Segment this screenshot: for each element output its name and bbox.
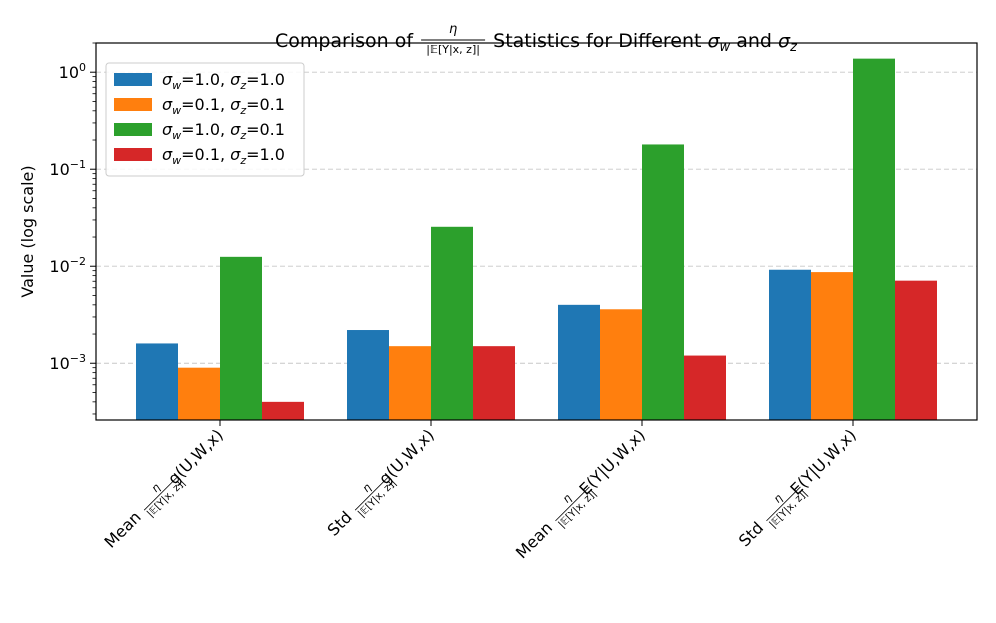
legend-sub-w: w — [172, 79, 181, 92]
legend-sw-value: =0.1, — [181, 95, 230, 114]
bar-3-3 — [642, 144, 684, 420]
legend-label-1: σw=1.0, σz=1.0 — [162, 70, 285, 92]
legend-sigma-z: σ — [230, 70, 241, 89]
legend-sigma-w: σ — [162, 145, 173, 164]
x-tick-label: Mean E(Y|U,W,x)η|𝔼[Y|x, z]| — [512, 425, 649, 562]
legend-sub-z: z — [239, 154, 246, 167]
bar-2-3 — [600, 309, 642, 420]
bar-1-1 — [136, 343, 178, 420]
legend-sigma-w: σ — [162, 95, 173, 114]
legend-sub-z: z — [239, 79, 246, 92]
legend-sz-value: =1.0 — [246, 145, 285, 164]
title-mid: Statistics for Different — [487, 30, 707, 52]
legend-box — [105, 62, 305, 177]
y-tick-exponent: −2 — [70, 255, 86, 268]
title-frac-den: |𝔼[Y|x, z]| — [426, 43, 480, 56]
title-text: Comparison of Statistics for Different σ… — [275, 30, 798, 55]
x-label-frac-bar — [555, 486, 590, 522]
y-tick-exponent: 0 — [79, 61, 86, 74]
legend-sigma-w: σ — [162, 70, 173, 89]
y-tick-exponent: −1 — [70, 158, 86, 171]
bar-3-2 — [431, 226, 473, 420]
legend-sz-value: =1.0 — [246, 70, 285, 89]
y-tick-base: 10 — [59, 63, 79, 82]
x-label-frac-bar — [143, 475, 179, 511]
x-label-frac-bar — [354, 475, 390, 511]
legend-sz-value: =0.1 — [246, 95, 285, 114]
legend-sigma-w: σ — [162, 120, 173, 139]
bar-3-1 — [220, 256, 262, 420]
y-tick-label: 100 — [59, 61, 86, 82]
bar-2-4 — [811, 272, 853, 420]
x-label-text: Std E(Y|U,W,x) — [735, 425, 860, 550]
bar-4-3 — [684, 355, 726, 420]
plot-frame — [95, 42, 978, 421]
legend-sub-z: z — [239, 129, 246, 142]
bar-4-2 — [473, 346, 515, 420]
title-sigma-w: σ — [708, 30, 721, 52]
bar-4-4 — [895, 280, 937, 420]
y-tick-label: 10−2 — [49, 255, 86, 276]
x-label-suffix: g(U,W,x) — [160, 425, 226, 491]
chart-title: Comparison of Statistics for Different σ… — [275, 22, 798, 56]
legend-sub-w: w — [172, 104, 181, 117]
legend-sz-value: =0.1 — [246, 120, 285, 139]
y-tick-base: 10 — [49, 257, 69, 276]
y-tick-label: 10−1 — [49, 158, 86, 179]
legend-sub-w: w — [172, 154, 181, 167]
legend-sw-value: =0.1, — [181, 145, 230, 164]
legend-sw-value: =1.0, — [181, 70, 230, 89]
y-tick-exponent: −3 — [70, 352, 86, 365]
x-label-suffix: E(Y|U,W,x) — [572, 425, 649, 502]
x-tick-label: Std E(Y|U,W,x)η|𝔼[Y|x, z]| — [735, 425, 860, 550]
y-axis-label: Value (log scale) — [18, 165, 37, 297]
y-tick-label: 10−3 — [49, 352, 86, 373]
y-tick-base: 10 — [49, 354, 69, 373]
x-label-text: Mean E(Y|U,W,x) — [512, 425, 649, 562]
bar-1-3 — [558, 304, 600, 420]
bars — [136, 58, 937, 420]
legend-sub-z: z — [239, 104, 246, 117]
legend-label-3: σw=1.0, σz=0.1 — [162, 120, 285, 142]
legend-sub-w: w — [172, 129, 181, 142]
legend-sigma-z: σ — [230, 145, 241, 164]
y-tick-base: 10 — [49, 160, 69, 179]
bar-1-2 — [347, 330, 389, 420]
bar-2-2 — [389, 346, 431, 420]
title-sigma-w-sub: w — [720, 40, 731, 55]
x-label-text: Mean g(U,W,x) — [101, 425, 227, 551]
legend-label-4: σw=0.1, σz=1.0 — [162, 145, 285, 167]
title-sigma-z-sub: z — [789, 40, 798, 55]
bar-3-4 — [853, 58, 895, 420]
x-label-suffix: E(Y|U,W,x) — [783, 425, 860, 502]
bar-4-1 — [262, 401, 304, 420]
x-tick-label: Std g(U,W,x)η|𝔼[Y|x, z]| — [324, 425, 438, 539]
x-label-frac-bar — [766, 486, 801, 522]
title-frac-num: η — [449, 22, 457, 37]
title-prefix: Comparison of — [275, 30, 419, 52]
title-and: and — [730, 30, 778, 52]
x-label-text: Std g(U,W,x) — [324, 425, 438, 539]
legend-swatch-1 — [114, 73, 152, 86]
bar-1-4 — [769, 269, 811, 420]
legend-swatch-2 — [114, 98, 152, 111]
x-label-suffix: g(U,W,x) — [371, 425, 437, 491]
legend-label-2: σw=0.1, σz=0.1 — [162, 95, 285, 117]
legend-swatch-4 — [114, 148, 152, 161]
legend: σw=1.0, σz=1.0σw=0.1, σz=0.1σw=1.0, σz=0… — [105, 62, 305, 177]
legend-sw-value: =1.0, — [181, 120, 230, 139]
bar-2-1 — [178, 367, 220, 420]
legend-swatch-3 — [114, 123, 152, 136]
legend-sigma-z: σ — [230, 120, 241, 139]
legend-sigma-z: σ — [230, 95, 241, 114]
title-sigma-z: σ — [778, 30, 791, 52]
x-tick-label: Mean g(U,W,x)η|𝔼[Y|x, z]| — [101, 425, 227, 551]
